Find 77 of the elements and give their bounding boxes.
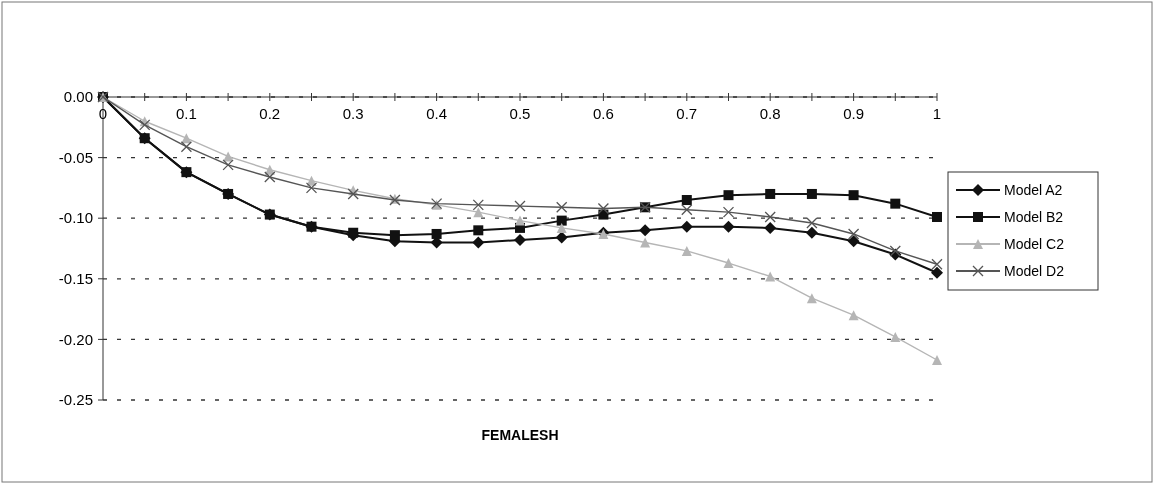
point (515, 215, 525, 226)
point (306, 221, 317, 232)
y-tick-label: 0.00 (63, 88, 93, 106)
point (514, 234, 526, 247)
point (932, 355, 942, 365)
point (472, 236, 485, 249)
point (723, 258, 734, 269)
x-tick-label: 1 (932, 105, 942, 122)
point (389, 230, 400, 241)
y-tick-label: -0.15 (58, 270, 93, 288)
point (890, 331, 901, 342)
point (765, 188, 776, 199)
point (264, 171, 276, 183)
y-tick-label: -0.10 (58, 209, 93, 227)
point (473, 207, 484, 218)
x-tick-label: 0.6 (592, 105, 614, 122)
point (765, 271, 776, 282)
point (514, 200, 526, 212)
point (139, 133, 150, 144)
point (347, 188, 359, 200)
x-tick-label: 0.9 (843, 105, 865, 122)
point (640, 237, 651, 248)
point (431, 228, 442, 239)
point (932, 211, 942, 222)
x-axis-title: FEMALESH (481, 427, 559, 443)
x-tick-label: 0.3 (342, 105, 364, 122)
point (305, 182, 318, 194)
x-tick-label: 0.8 (759, 105, 781, 122)
legend-label: Model A2 (1004, 181, 1063, 198)
point (806, 293, 817, 304)
point (723, 190, 734, 201)
point (597, 202, 610, 215)
x-tick-label: 0 (98, 105, 108, 122)
point (806, 217, 818, 229)
point (847, 235, 860, 248)
legend-label: Model D2 (1004, 262, 1065, 279)
y-tick-label: -0.20 (58, 330, 93, 348)
y-tick-label: -0.05 (58, 148, 93, 166)
point (556, 201, 568, 213)
point (848, 310, 859, 321)
point (847, 228, 860, 240)
point (889, 245, 901, 257)
point (264, 209, 275, 220)
legend-label: Model C2 (1004, 235, 1065, 252)
point (639, 224, 652, 237)
x-tick-label: 0.4 (426, 105, 448, 122)
y-tick-label: -0.25 (58, 391, 93, 409)
point (139, 119, 151, 131)
point (680, 220, 693, 233)
point (722, 206, 735, 218)
point (722, 220, 735, 233)
point (556, 222, 567, 233)
x-tick-label: 0.2 (259, 105, 281, 122)
point (805, 226, 818, 239)
point (473, 225, 484, 236)
point (806, 188, 817, 199)
point (764, 211, 776, 223)
point (223, 188, 234, 199)
point (848, 190, 859, 201)
point (181, 133, 192, 144)
point (181, 167, 192, 178)
point (556, 215, 567, 226)
point (931, 258, 943, 270)
point (890, 198, 901, 209)
point (681, 204, 693, 216)
point (472, 199, 484, 211)
x-tick-label: 0.7 (676, 105, 698, 122)
point (348, 227, 359, 238)
point (931, 266, 943, 279)
point (222, 159, 234, 171)
point (764, 221, 777, 234)
x-tick-label: 0.1 (175, 105, 197, 122)
point (681, 245, 692, 256)
point (681, 195, 692, 206)
legend-label: Model B2 (1004, 208, 1064, 225)
point (180, 141, 193, 153)
x-tick-label: 0.5 (509, 105, 531, 122)
